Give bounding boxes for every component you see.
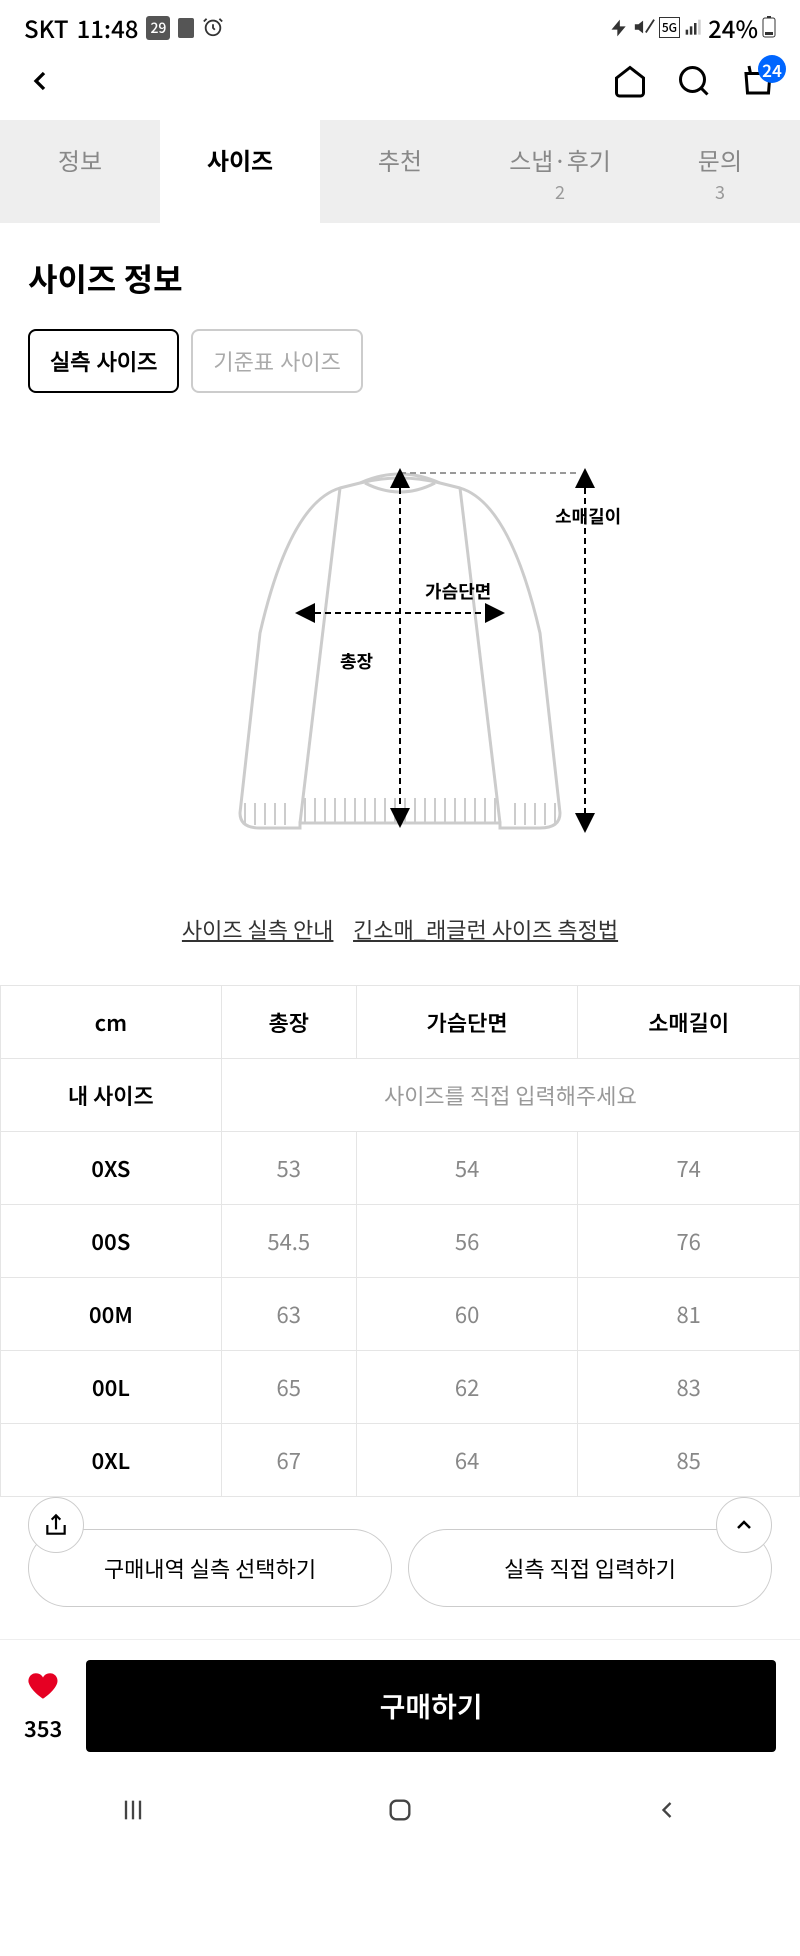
select-from-history-button[interactable]: 구매내역 실측 선택하기 (28, 1529, 392, 1607)
toggle-standard[interactable]: 기준표 사이즈 (191, 329, 363, 393)
network-icon: 5G (659, 17, 680, 38)
th-chest: 가슴단면 (356, 986, 578, 1059)
link-method[interactable]: 긴소매_래글런 사이즈 측정법 (353, 913, 618, 945)
clock-label: 11:48 (77, 10, 139, 45)
cell: 54.5 (221, 1205, 356, 1278)
toggle-measured[interactable]: 실측 사이즈 (28, 329, 179, 393)
cell: 53 (221, 1132, 356, 1205)
sim-icon (178, 18, 194, 38)
cell: 62 (356, 1351, 578, 1424)
scroll-top-button[interactable] (716, 1497, 772, 1553)
tab-label: 정보 (58, 142, 102, 177)
search-icon[interactable] (676, 63, 712, 104)
size-label: 0XL (1, 1424, 222, 1497)
cell: 76 (578, 1205, 800, 1278)
power-save-icon (609, 10, 629, 45)
share-button[interactable] (28, 1497, 84, 1553)
alarm-icon (202, 10, 224, 45)
bottom-bar: 353 구매하기 (0, 1639, 800, 1772)
table-header-row: cm 총장 가슴단면 소매길이 (1, 986, 800, 1059)
my-size-placeholder[interactable]: 사이즈를 직접 입력해주세요 (221, 1059, 799, 1132)
table-row: 0XS535474 (1, 1132, 800, 1205)
tab-label: 스냅·후기 (509, 142, 611, 177)
cell: 85 (578, 1424, 800, 1497)
buy-button[interactable]: 구매하기 (86, 1660, 776, 1752)
tab-label: 사이즈 (207, 142, 273, 177)
tab-inquiry[interactable]: 문의3 (640, 120, 800, 223)
link-guide[interactable]: 사이즈 실측 안내 (182, 913, 334, 945)
back-nav-icon[interactable] (653, 1796, 681, 1829)
table-row: 0XL676485 (1, 1424, 800, 1497)
tab-info[interactable]: 정보 (0, 120, 160, 223)
direct-input-button[interactable]: 실측 직접 입력하기 (408, 1529, 772, 1607)
table-row-mysize[interactable]: 내 사이즈 사이즈를 직접 입력해주세요 (1, 1059, 800, 1132)
status-bar: SKT 11:48 29 5G 24% (0, 0, 800, 55)
diagram-sleeve-label: 소매길이 (555, 503, 621, 529)
heart-icon (26, 1669, 60, 1708)
battery-label: 24% (708, 10, 758, 45)
cell: 56 (356, 1205, 578, 1278)
signal-icon (684, 10, 704, 45)
th-length: 총장 (221, 986, 356, 1059)
tab-review[interactable]: 스냅·후기2 (480, 120, 640, 223)
size-label: 00L (1, 1351, 222, 1424)
tab-count: 2 (480, 179, 640, 205)
mute-icon (633, 10, 655, 45)
th-unit: cm (1, 986, 222, 1059)
cell: 65 (221, 1351, 356, 1424)
table-row: 00L656283 (1, 1351, 800, 1424)
cell: 81 (578, 1278, 800, 1351)
recents-icon[interactable] (119, 1796, 147, 1829)
cell: 74 (578, 1132, 800, 1205)
th-sleeve: 소매길이 (578, 986, 800, 1059)
size-label: 0XS (1, 1132, 222, 1205)
cart-icon[interactable]: 24 (740, 63, 776, 104)
home-nav-icon[interactable] (386, 1796, 414, 1829)
tab-size[interactable]: 사이즈 (160, 120, 320, 223)
section-title: 사이즈 정보 (28, 255, 772, 301)
cell: 60 (356, 1278, 578, 1351)
home-icon[interactable] (612, 63, 648, 104)
tab-label: 추천 (378, 142, 422, 177)
like-button[interactable]: 353 (24, 1669, 62, 1744)
cell: 83 (578, 1351, 800, 1424)
cart-badge: 24 (758, 55, 786, 83)
tab-recommend[interactable]: 추천 (320, 120, 480, 223)
system-nav (0, 1772, 800, 1853)
calendar-icon: 29 (146, 16, 170, 40)
cell: 63 (221, 1278, 356, 1351)
size-label: 00S (1, 1205, 222, 1278)
cell: 54 (356, 1132, 578, 1205)
table-row: 00M636081 (1, 1278, 800, 1351)
nav-bar: 24 (0, 55, 800, 120)
tabs: 정보 사이즈 추천 스냅·후기2 문의3 (0, 120, 800, 223)
my-size-label: 내 사이즈 (1, 1059, 222, 1132)
size-table: cm 총장 가슴단면 소매길이 내 사이즈 사이즈를 직접 입력해주세요 0XS… (0, 985, 800, 1497)
tab-count: 3 (640, 179, 800, 205)
diagram-chest-label: 가슴단면 (425, 578, 491, 604)
diagram-length-label: 총장 (340, 648, 374, 674)
table-row: 00S54.55676 (1, 1205, 800, 1278)
size-links: 사이즈 실측 안내 긴소매_래글런 사이즈 측정법 (0, 913, 800, 985)
battery-icon (762, 10, 776, 45)
size-diagram: 소매길이 가슴단면 총장 (160, 453, 640, 873)
carrier-label: SKT (24, 10, 69, 45)
cell: 67 (221, 1424, 356, 1497)
tab-label: 문의 (698, 142, 742, 177)
back-icon[interactable] (24, 65, 56, 102)
size-label: 00M (1, 1278, 222, 1351)
cell: 64 (356, 1424, 578, 1497)
like-count: 353 (24, 1712, 62, 1744)
